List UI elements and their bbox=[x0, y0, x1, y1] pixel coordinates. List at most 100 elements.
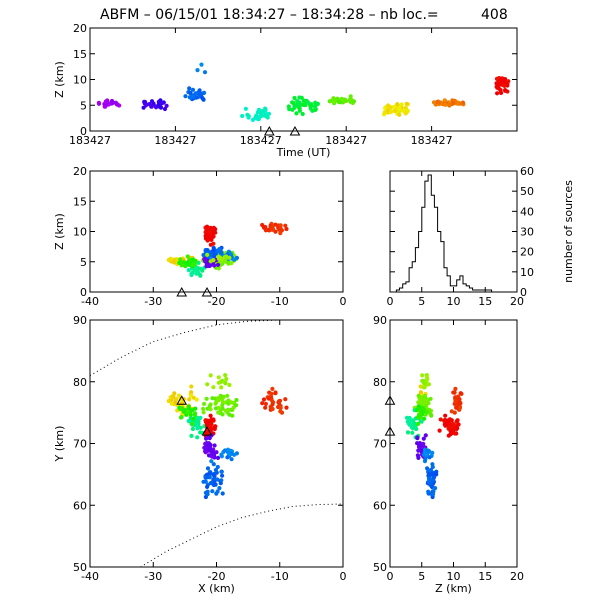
source-point bbox=[407, 422, 412, 427]
source-point bbox=[219, 385, 224, 390]
source-point bbox=[185, 410, 190, 415]
source-point bbox=[421, 436, 426, 441]
source-point bbox=[427, 455, 432, 460]
source-point bbox=[213, 401, 218, 406]
source-point bbox=[214, 450, 219, 455]
source-point bbox=[190, 421, 195, 426]
y-tick-label: 50 bbox=[520, 185, 534, 198]
source-point bbox=[502, 83, 507, 88]
source-point bbox=[209, 235, 214, 240]
source-point bbox=[438, 417, 443, 422]
source-point bbox=[431, 475, 437, 480]
source-point bbox=[208, 424, 213, 429]
source-point bbox=[208, 445, 213, 450]
source-point bbox=[434, 472, 439, 477]
source-point bbox=[442, 98, 447, 103]
source-point bbox=[260, 222, 265, 228]
x-tick-label: 20 bbox=[510, 570, 524, 583]
source-point bbox=[171, 394, 176, 399]
source-point bbox=[403, 111, 408, 116]
source-point bbox=[425, 410, 430, 415]
source-point bbox=[284, 226, 289, 232]
source-point bbox=[283, 223, 288, 228]
x-axis-label: X (km) bbox=[198, 582, 235, 595]
source-point bbox=[149, 104, 154, 109]
y-tick-label: 5 bbox=[80, 256, 87, 269]
source-point bbox=[443, 413, 448, 418]
source-point bbox=[295, 99, 300, 104]
source-point bbox=[192, 261, 197, 266]
source-point bbox=[199, 62, 204, 67]
source-point bbox=[230, 413, 235, 418]
source-point bbox=[263, 405, 268, 410]
source-point bbox=[205, 492, 210, 497]
source-point bbox=[455, 418, 460, 423]
source-point bbox=[270, 406, 275, 412]
source-point bbox=[178, 415, 184, 420]
source-point bbox=[197, 88, 202, 93]
source-point bbox=[225, 455, 230, 460]
source-point bbox=[424, 452, 429, 457]
source-point bbox=[114, 101, 119, 106]
source-point bbox=[183, 94, 188, 99]
source-point bbox=[187, 397, 192, 402]
x-tick-label: 5 bbox=[418, 295, 425, 308]
source-point bbox=[194, 397, 199, 402]
source-point bbox=[425, 466, 430, 471]
source-point bbox=[205, 224, 210, 229]
source-point bbox=[215, 396, 220, 401]
y-tick-label: 5 bbox=[80, 99, 87, 112]
source-point bbox=[169, 401, 174, 406]
source-point bbox=[201, 406, 206, 411]
z-y-panel: 50 60 70 80 90 0 5 10 15 20 Z (km) bbox=[373, 314, 524, 595]
source-point bbox=[191, 416, 196, 421]
source-point bbox=[412, 425, 417, 430]
source-point bbox=[328, 98, 333, 104]
source-point bbox=[261, 397, 267, 402]
source-point bbox=[395, 108, 400, 114]
source-point bbox=[431, 492, 436, 497]
source-point bbox=[426, 489, 431, 494]
source-point bbox=[216, 375, 221, 380]
plot-frame bbox=[89, 319, 344, 568]
time-height-panel: 0 5 10 15 20 183427 183427 183427 183427 183427 Z … bbox=[53, 22, 518, 159]
y-tick-label: 15 bbox=[73, 48, 87, 61]
source-point bbox=[351, 99, 356, 104]
source-point bbox=[198, 425, 203, 430]
source-point bbox=[430, 464, 435, 470]
source-point bbox=[301, 102, 306, 107]
source-point bbox=[207, 436, 212, 441]
y-axis-label: number of sources bbox=[562, 180, 575, 283]
x-tick-label: -40 bbox=[81, 295, 99, 308]
source-point bbox=[278, 231, 283, 236]
source-point bbox=[205, 466, 211, 471]
x-tick-label: 10 bbox=[447, 570, 461, 583]
source-point bbox=[168, 256, 173, 261]
source-point bbox=[191, 257, 196, 262]
source-point bbox=[395, 102, 400, 107]
source-point bbox=[212, 443, 217, 448]
source-point bbox=[189, 433, 194, 438]
source-point bbox=[227, 255, 232, 260]
source-point bbox=[457, 405, 462, 411]
x-tick-label: 183427 bbox=[325, 134, 367, 147]
y-axis-label: Z (km) bbox=[53, 213, 66, 250]
source-point bbox=[270, 398, 275, 403]
source-point bbox=[205, 421, 210, 426]
source-point bbox=[270, 402, 275, 407]
source-point bbox=[208, 471, 213, 476]
source-point bbox=[205, 248, 210, 253]
source-point bbox=[181, 260, 186, 265]
source-point bbox=[211, 426, 216, 431]
source-point bbox=[446, 433, 451, 438]
source-point bbox=[264, 114, 269, 119]
source-point bbox=[456, 422, 461, 427]
source-point bbox=[421, 441, 426, 446]
source-point bbox=[414, 408, 419, 413]
source-point bbox=[348, 94, 353, 99]
station-marker bbox=[263, 125, 275, 136]
source-point bbox=[224, 376, 229, 382]
source-point bbox=[219, 469, 224, 474]
x-tick-label: -20 bbox=[208, 295, 226, 308]
source-point bbox=[422, 407, 427, 412]
